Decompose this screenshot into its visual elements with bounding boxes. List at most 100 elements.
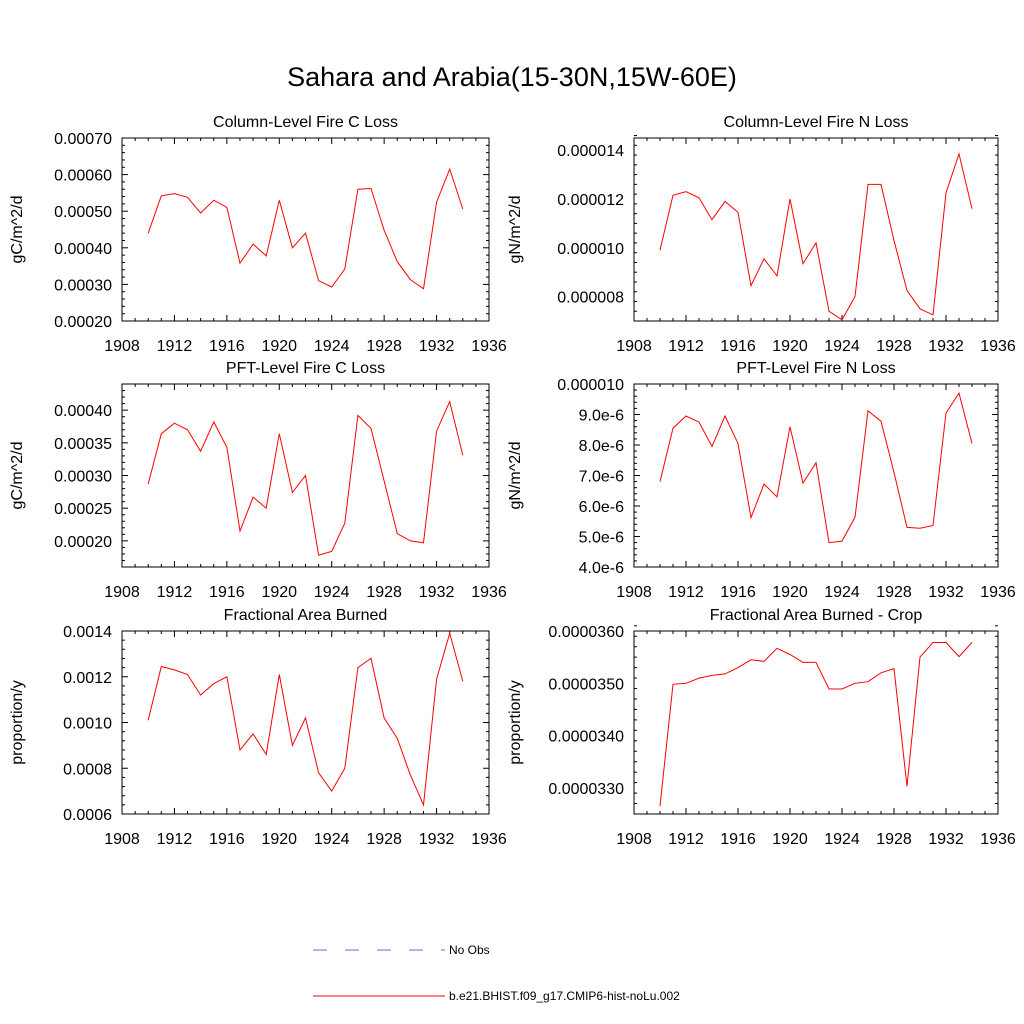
data-point (698, 421, 700, 423)
x-tick-label: 1924 (314, 338, 350, 355)
data-point (173, 193, 175, 195)
x-tick-label: 1916 (720, 338, 756, 355)
data-point (685, 682, 687, 684)
data-point (971, 642, 973, 644)
data-point (396, 738, 398, 740)
x-tick-label: 1932 (419, 338, 455, 355)
x-tick-label: 1912 (157, 584, 193, 601)
data-point (750, 285, 752, 287)
y-tick-label: 0.0000350 (548, 676, 624, 693)
data-point (383, 480, 385, 482)
data-point (422, 288, 424, 290)
data-point (906, 526, 908, 528)
x-tick-label: 1912 (668, 338, 704, 355)
chart-panel-2: 1908 1912 1916 1920 1924 1928 1932 1936 0.000008… (507, 114, 1016, 355)
x-tick-label: 1928 (876, 338, 912, 355)
data-point (383, 717, 385, 719)
data-point (200, 450, 202, 452)
x-tick-label: 1932 (928, 584, 964, 601)
data-point (187, 673, 189, 675)
y-tick-label: 9.0e-6 (579, 408, 624, 425)
data-point (160, 665, 162, 667)
x-tick-label: 1920 (261, 831, 297, 848)
data-point (958, 392, 960, 394)
data-point (672, 683, 674, 685)
data-point (906, 290, 908, 292)
data-point (305, 475, 307, 477)
x-tick-label: 1908 (104, 584, 140, 601)
data-point (213, 421, 215, 423)
data-point (789, 198, 791, 200)
data-point (449, 401, 451, 403)
data-point (919, 527, 921, 529)
data-point (173, 669, 175, 671)
data-point (841, 319, 843, 321)
data-point (841, 688, 843, 690)
data-point (672, 194, 674, 196)
x-tick-label: 1916 (720, 584, 756, 601)
legend: No Obs b.e21.BHIST.f09_g17.CMIP6-hist-no… (313, 943, 680, 1003)
data-point (659, 249, 661, 251)
y-tick-label: 0.0006 (63, 807, 112, 824)
chart-panels: 1908 1912 1916 1920 1924 1928 1932 1936 0.00020 0… (9, 114, 1016, 848)
x-tick-label: 1924 (824, 584, 860, 601)
data-point (344, 767, 346, 769)
data-point (187, 429, 189, 431)
data-point (462, 208, 464, 210)
data-point (971, 442, 973, 444)
y-tick-label: 0.00050 (54, 204, 112, 221)
data-point (802, 482, 804, 484)
y-tick-label: 0.00030 (54, 469, 112, 486)
panel-title: Fractional Area Burned - Crop (710, 607, 923, 624)
data-point (357, 188, 359, 190)
x-tick-label: 1920 (261, 584, 297, 601)
data-point (789, 426, 791, 428)
data-point (932, 642, 934, 644)
x-tick-label: 1928 (876, 584, 912, 601)
x-tick-label: 1924 (314, 584, 350, 601)
data-point (200, 212, 202, 214)
x-tick-label: 1928 (876, 831, 912, 848)
x-tick-label: 1908 (616, 831, 652, 848)
y-axis-label: proportion/y (9, 680, 26, 765)
y-axis-label: gC/m^2/d (9, 442, 26, 510)
x-tick-label: 1912 (157, 831, 193, 848)
x-tick-label: 1920 (772, 584, 808, 601)
data-point (239, 749, 241, 751)
data-point (724, 673, 726, 675)
y-axis-label: proportion/y (507, 680, 524, 765)
y-tick-label: 0.000014 (557, 143, 624, 160)
x-tick-label: 1920 (772, 831, 808, 848)
data-point (958, 153, 960, 155)
y-tick-label: 0.00025 (54, 501, 112, 518)
data-point (449, 168, 451, 170)
data-point (160, 433, 162, 435)
y-axis-label: gN/m^2/d (507, 442, 524, 510)
data-point (763, 258, 765, 260)
data-point (802, 263, 804, 265)
data-point (239, 530, 241, 532)
data-point (331, 790, 333, 792)
plot-frame (633, 137, 999, 322)
data-point (763, 660, 765, 662)
data-point (711, 219, 713, 221)
data-point (880, 420, 882, 422)
y-tick-label: 0.00035 (54, 436, 112, 453)
data-point (763, 483, 765, 485)
x-tick-label: 1920 (772, 338, 808, 355)
data-point (173, 422, 175, 424)
data-point (291, 744, 293, 746)
y-tick-label: 6.0e-6 (579, 499, 624, 516)
data-point (815, 661, 817, 663)
data-point (854, 682, 856, 684)
data-point (409, 540, 411, 542)
data-point (226, 446, 228, 448)
x-tick-label: 1916 (209, 338, 245, 355)
plot-frame (633, 383, 999, 568)
data-point (239, 262, 241, 264)
y-tick-label: 4.0e-6 (579, 560, 624, 577)
plot-frame (121, 137, 490, 322)
y-tick-label: 0.00020 (54, 314, 112, 331)
panel-title: PFT-Level Fire N Loss (736, 360, 895, 377)
data-point (711, 674, 713, 676)
